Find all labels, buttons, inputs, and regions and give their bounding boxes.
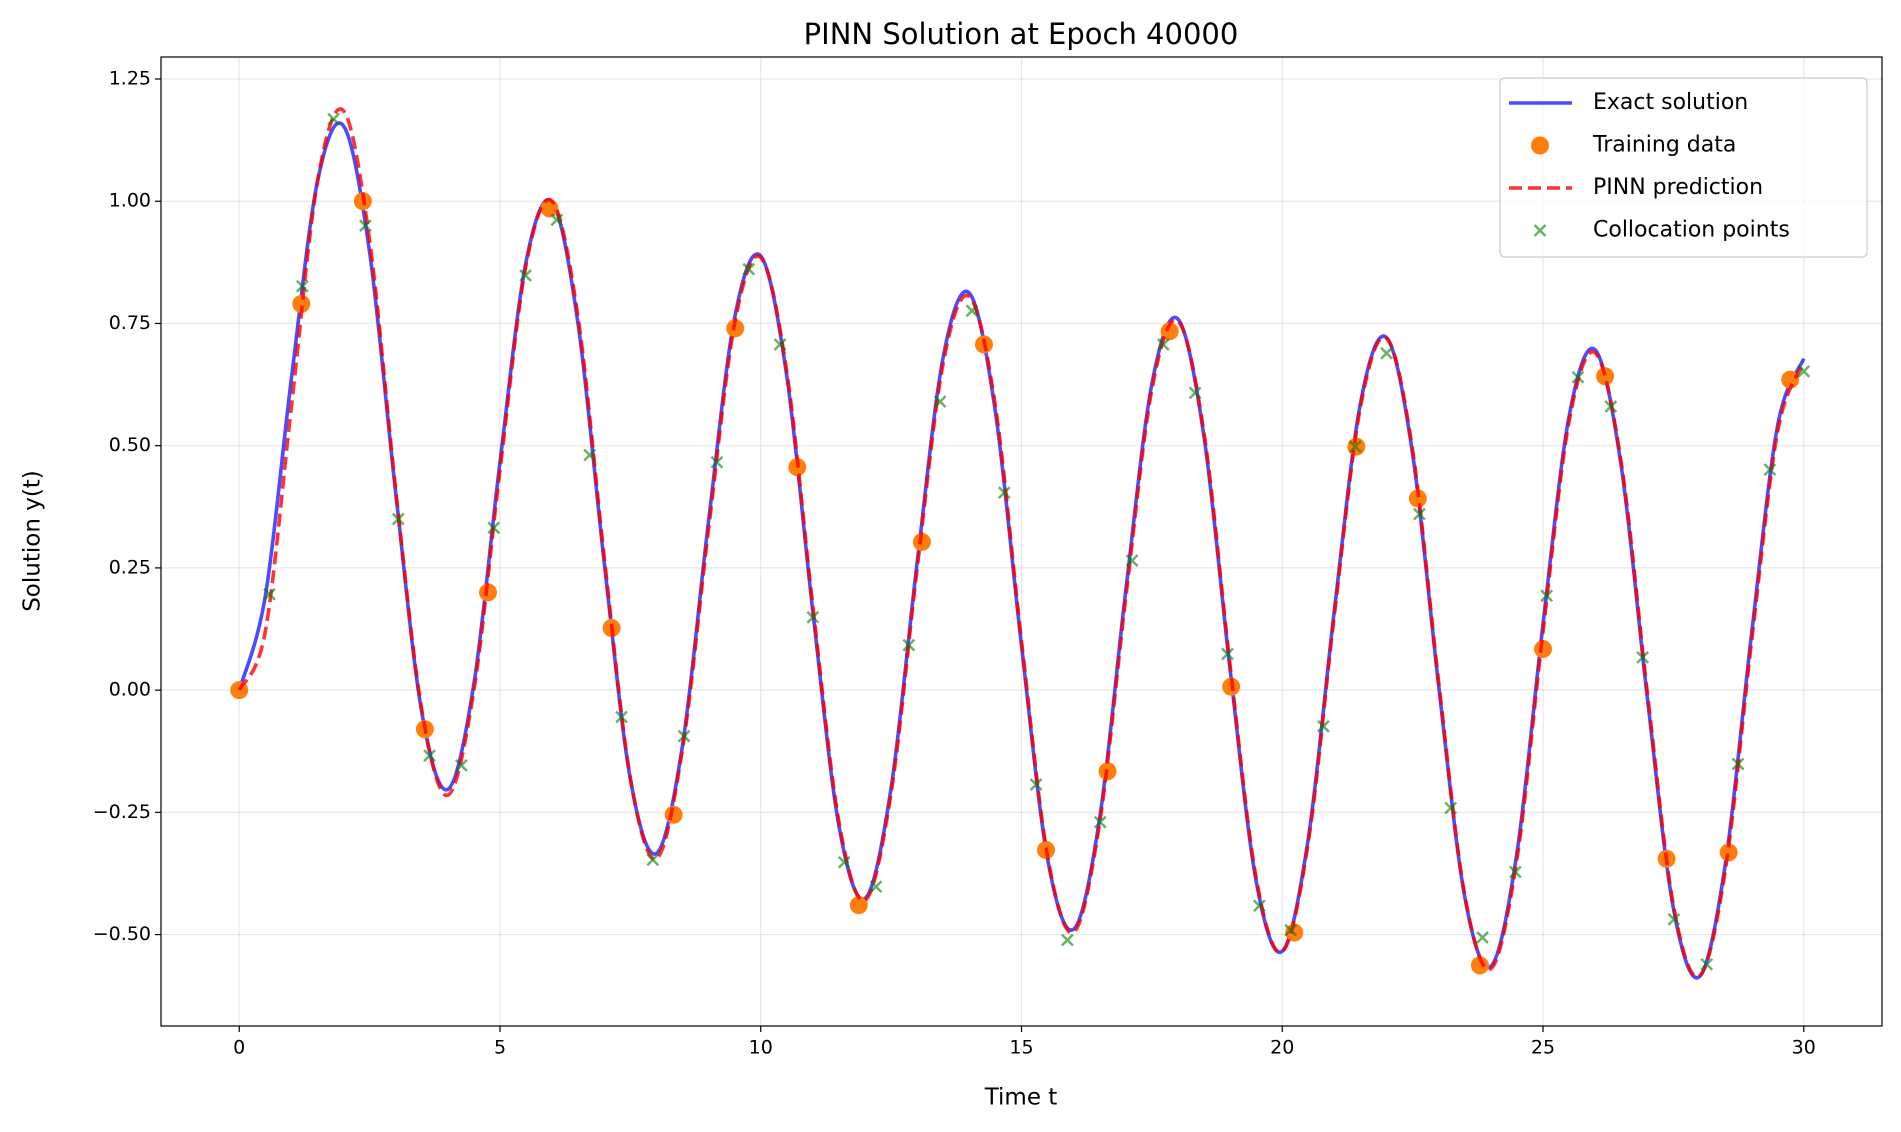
y-tick-label: 0.25 — [109, 556, 151, 578]
legend-label: Training data — [1592, 133, 1736, 158]
legend-handle — [1531, 137, 1549, 155]
x-tick-label: 0 — [233, 1037, 245, 1059]
point — [541, 200, 559, 218]
y-axis-label: Solution y(t) — [20, 470, 46, 612]
y-tick-label: 0.00 — [109, 679, 151, 701]
y-tick-label: 1.00 — [109, 190, 151, 212]
y-tick-label: 0.50 — [109, 434, 151, 456]
x-tick-label: 5 — [494, 1037, 506, 1059]
y-tick-label: 1.25 — [109, 68, 151, 90]
x-tick-label: 20 — [1270, 1037, 1294, 1059]
x-tick-label: 10 — [749, 1037, 773, 1059]
y-tick-label: −0.25 — [93, 801, 151, 823]
x-tick-label: 30 — [1792, 1037, 1816, 1059]
x-tick-label: 25 — [1531, 1037, 1555, 1059]
y-tick-label: −0.50 — [93, 923, 151, 945]
y-tick-label: 0.75 — [109, 312, 151, 334]
legend-label: Collocation points — [1593, 218, 1790, 243]
x-axis-label: Time t — [984, 1085, 1058, 1111]
legend-label: PINN prediction — [1593, 175, 1763, 200]
legend-label: Exact solution — [1593, 90, 1748, 115]
x-tick-label: 15 — [1009, 1037, 1033, 1059]
chart-title: PINN Solution at Epoch 40000 — [804, 17, 1239, 51]
legend: Exact solution Training data PINN predicti… — [1500, 78, 1867, 257]
